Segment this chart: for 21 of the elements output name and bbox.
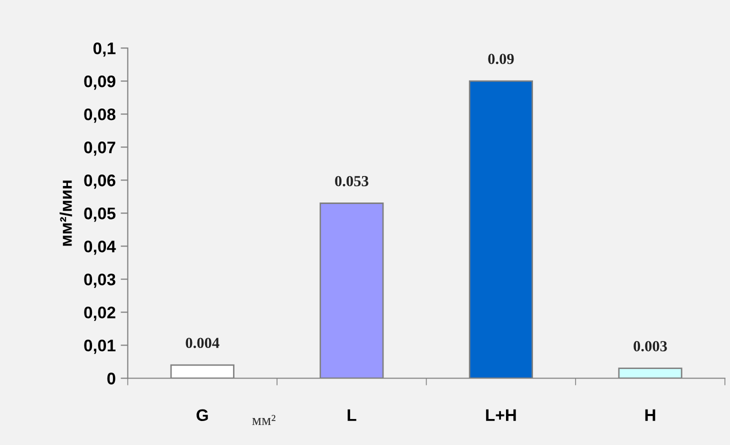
data-label: 0.003: [634, 341, 667, 352]
y-tick-label: 0,01: [84, 340, 116, 354]
y-tick-label: 0: [107, 372, 116, 384]
y-tick-label: 0,06: [84, 174, 116, 189]
x-tick-label: L+H: [486, 409, 516, 421]
y-tick-label: 0,07: [84, 142, 116, 156]
y-tick-label: 0,05: [84, 208, 116, 222]
y-tick-label: 0,1: [93, 42, 116, 57]
data-label: 0.004: [186, 338, 220, 348]
data-label: 0.09: [488, 54, 514, 64]
y-axis-title: мм²/мин: [60, 180, 72, 246]
y-tick-label: 0,04: [84, 240, 116, 255]
y-tick-label: 0,08: [84, 108, 116, 123]
x-tick-label: H: [645, 409, 656, 421]
y-tick-label: 0,09: [84, 75, 116, 90]
data-label: 0.053: [335, 176, 368, 186]
text: мм²: [252, 414, 276, 425]
y-tick-label: 0,03: [84, 274, 116, 288]
y-tick-label: 0,02: [84, 306, 116, 321]
x-tick-label: L: [348, 409, 356, 421]
x-tick-label: G: [196, 409, 208, 422]
